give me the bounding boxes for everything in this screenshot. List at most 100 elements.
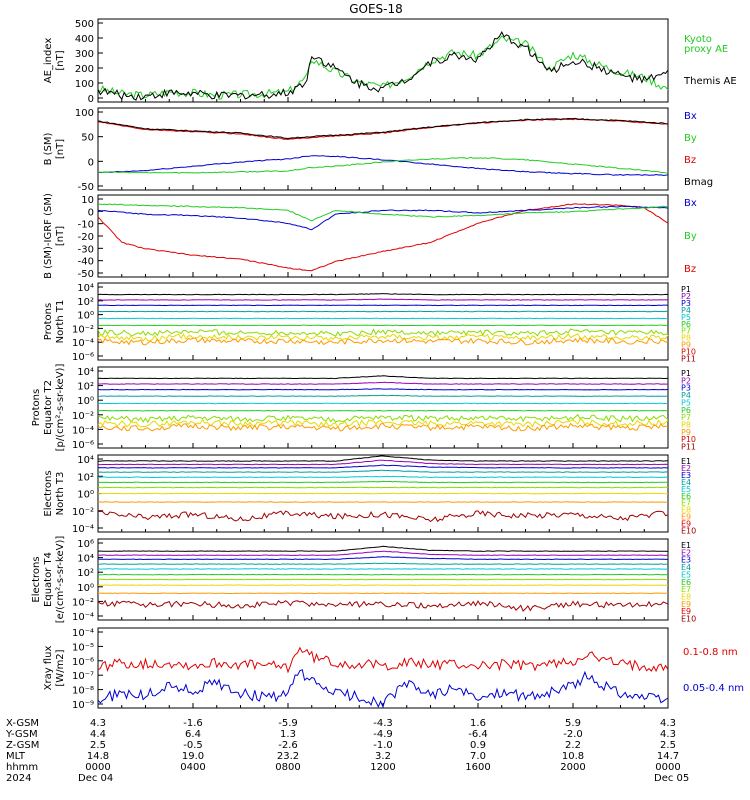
footer-cell: 2.5 bbox=[90, 740, 106, 751]
series-line-kyoto-proxy-ae bbox=[97, 35, 669, 100]
y-axis-label: [nT] bbox=[55, 50, 66, 70]
footer-row-label: Y-GSM bbox=[5, 729, 38, 740]
series-line-e8 bbox=[97, 584, 669, 586]
series-line-p9 bbox=[97, 422, 669, 432]
series-line-p2 bbox=[97, 298, 669, 301]
legend-entry: E3 bbox=[681, 556, 691, 565]
series-line-e4 bbox=[97, 562, 669, 565]
legend-entry: P1 bbox=[681, 285, 691, 294]
legend-entry: P3 bbox=[681, 299, 691, 308]
y-tick-label: -50 bbox=[78, 269, 94, 280]
footer-cell: 10.8 bbox=[562, 751, 584, 762]
y-tick-label: 10⁴ bbox=[77, 367, 94, 378]
series-line-p8 bbox=[97, 333, 669, 342]
y-tick-label: 50 bbox=[81, 133, 94, 144]
y-tick-label: 10⁻⁴ bbox=[72, 425, 94, 436]
legend-entry: P10 bbox=[681, 348, 696, 357]
y-tick-label: 10⁻⁹ bbox=[72, 700, 94, 711]
series-line-e3 bbox=[97, 556, 668, 561]
legend-entry: 0.05-0.4 nm bbox=[683, 683, 744, 694]
series-line-e1 bbox=[97, 455, 669, 462]
y-tick-label: 10 bbox=[81, 195, 94, 206]
footer-cell: -4.3 bbox=[373, 718, 393, 729]
y-axis-label: B (SM) bbox=[43, 132, 54, 165]
series-line-bz bbox=[97, 118, 669, 141]
y-tick-label: 10⁻² bbox=[72, 324, 94, 335]
y-tick-label: -40 bbox=[78, 257, 94, 268]
legend-entry: P7 bbox=[681, 413, 691, 422]
series-line-e6 bbox=[97, 480, 668, 484]
footer-cell: 6.4 bbox=[185, 729, 201, 740]
series-line-by bbox=[97, 203, 669, 222]
legend-entry: E7 bbox=[681, 585, 691, 594]
series-line-p1 bbox=[97, 375, 669, 380]
legend-entry: E9 bbox=[681, 600, 691, 609]
footer-cell: 1.3 bbox=[280, 729, 296, 740]
y-tick-label: -20 bbox=[78, 232, 94, 243]
y-tick-label: 10⁰ bbox=[77, 490, 94, 501]
legend-entry: P2 bbox=[681, 292, 691, 301]
series-line-e10 bbox=[97, 599, 669, 612]
footer-cell: 4.3 bbox=[90, 718, 106, 729]
y-axis-label: [W/m2] bbox=[55, 649, 66, 686]
legend-entry: P8 bbox=[681, 420, 691, 429]
series-line-themis-ae bbox=[97, 31, 669, 101]
y-tick-label: 10⁻² bbox=[72, 411, 94, 422]
series-line-e2 bbox=[97, 459, 669, 466]
series-line-p9 bbox=[97, 336, 669, 346]
legend-entry: 0.1-0.8 nm bbox=[683, 647, 738, 658]
panel-3: 100 -10-20-30 -40-50 B (SM)-IGRF (SM) [nT] Bx… bbox=[43, 193, 697, 280]
legend-entry: Bx bbox=[684, 111, 697, 122]
y-axis-label: [nT] bbox=[55, 226, 66, 246]
legend-entry: P5 bbox=[681, 313, 691, 322]
series-line-by bbox=[97, 156, 669, 174]
y-tick-label: 10⁴ bbox=[77, 554, 94, 565]
footer-cell: 14.7 bbox=[657, 751, 679, 762]
footer-cell: 0800 bbox=[275, 762, 300, 773]
series-line-e10 bbox=[97, 510, 669, 523]
legend-entry: By bbox=[684, 231, 697, 242]
legend-entry: E5 bbox=[681, 485, 691, 494]
legend-entry: P1 bbox=[681, 369, 691, 378]
y-tick-label: 10⁻⁴ bbox=[72, 612, 94, 623]
series-line-bx bbox=[97, 155, 669, 176]
series-line-e3 bbox=[97, 464, 669, 469]
y-axis-label: Electrons bbox=[31, 556, 42, 602]
series-line-e9 bbox=[97, 592, 669, 595]
footer-cell: -6.4 bbox=[468, 729, 488, 740]
footer-cell: Dec 05 bbox=[654, 773, 689, 784]
series-line-p3 bbox=[97, 388, 669, 391]
ephemeris-footer: X-GSMY-GSMZ-GSMMLThhmm20244.34.42.514.80… bbox=[5, 718, 689, 784]
legend-entry: E1 bbox=[681, 541, 691, 550]
y-axis-label: Equator T4 bbox=[43, 552, 54, 607]
footer-cell: 23.2 bbox=[277, 751, 299, 762]
legend-entry: P9 bbox=[681, 428, 691, 437]
legend-entry: P4 bbox=[681, 391, 691, 400]
legend-entry: Bz bbox=[684, 264, 696, 275]
legend-entry: E10 bbox=[681, 527, 696, 536]
series-line-e9 bbox=[97, 501, 669, 503]
y-tick-label: 0 bbox=[88, 94, 94, 105]
y-tick-label: 10⁻⁶ bbox=[72, 352, 94, 363]
legend-entry: P6 bbox=[681, 320, 691, 329]
footer-cell: 14.8 bbox=[87, 751, 109, 762]
y-axis-label: Xray flux bbox=[43, 646, 54, 691]
y-tick-label: -30 bbox=[78, 244, 94, 255]
y-tick-label: 10² bbox=[77, 568, 94, 579]
legend-entry: E1 bbox=[681, 457, 691, 466]
panel-frame bbox=[97, 366, 669, 449]
y-axis-label: [e/(cm²-s-sr-keV)] bbox=[55, 536, 66, 624]
footer-cell: 7.0 bbox=[470, 751, 486, 762]
footer-cell: 0400 bbox=[180, 762, 205, 773]
legend-entry: E6 bbox=[681, 578, 691, 587]
legend-entry: E10 bbox=[681, 615, 696, 624]
legend-entry: P11 bbox=[681, 355, 696, 364]
footer-row-label: X-GSM bbox=[6, 718, 39, 729]
footer-cell: 2.5 bbox=[660, 740, 676, 751]
legend-entry: E7 bbox=[681, 499, 691, 508]
footer-row-label: MLT bbox=[6, 751, 26, 762]
y-tick-label: 100 bbox=[75, 108, 94, 119]
series-line-p3 bbox=[98, 304, 669, 307]
